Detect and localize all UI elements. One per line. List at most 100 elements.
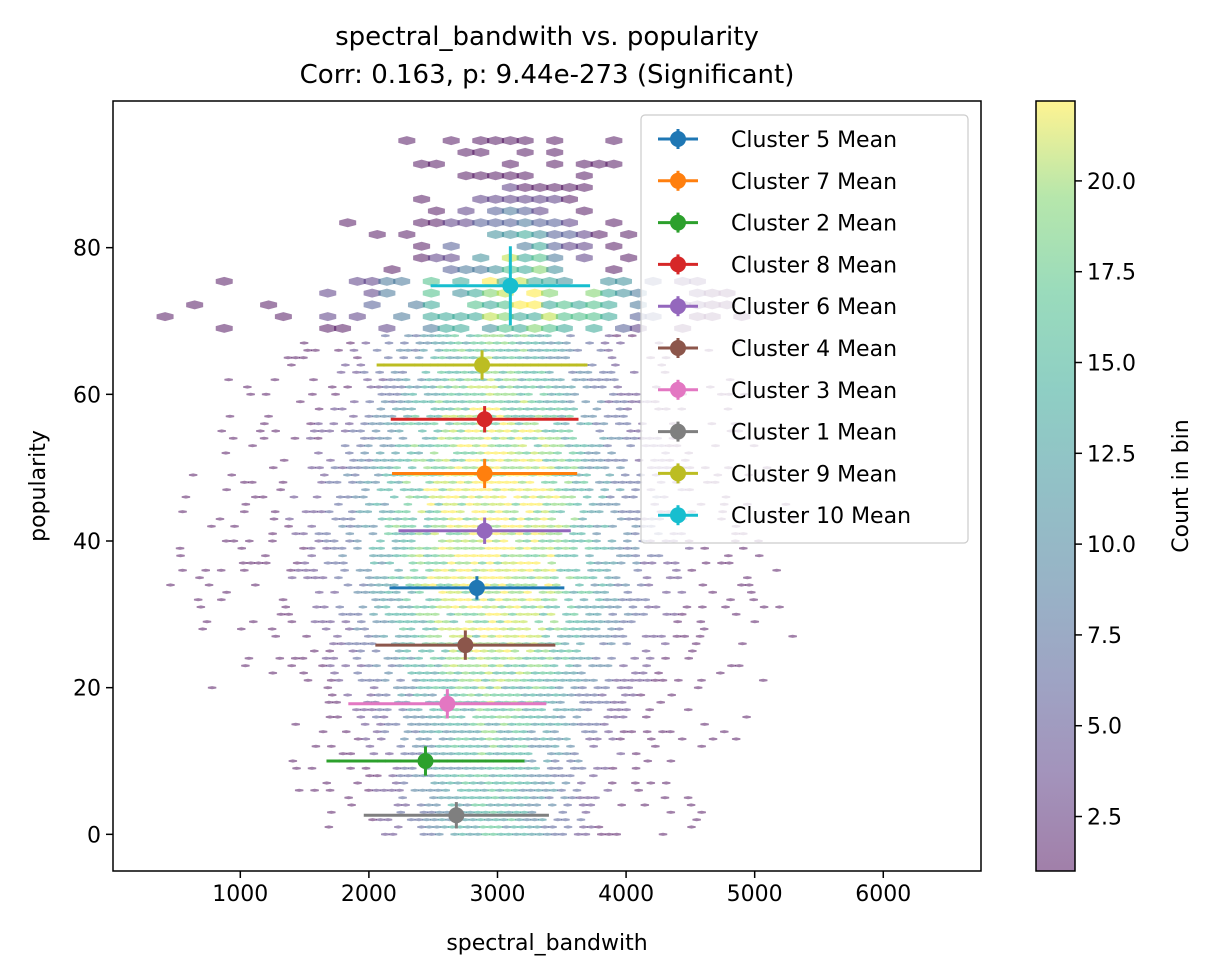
hexbin-cell: [573, 576, 582, 580]
hexbin-cell: [487, 136, 505, 146]
hexbin-cell: [631, 781, 640, 785]
hexbin-cell: [481, 288, 499, 298]
hexbin-cell: [523, 524, 533, 528]
hexbin-cell: [376, 722, 385, 726]
hexbin-cell: [426, 576, 436, 580]
hexbin-cell: [422, 546, 432, 550]
hexbin-cell: [394, 825, 403, 829]
hexbin-cell: [633, 480, 643, 484]
hexbin-cell: [394, 649, 404, 653]
hexbin-cell: [249, 620, 258, 624]
hexbin-cell: [443, 605, 453, 609]
hexbin-cell: [469, 407, 478, 411]
hexbin-cell: [554, 554, 563, 558]
hexbin-cell: [383, 818, 393, 822]
hexbin-cell: [307, 554, 316, 558]
hexbin-cell: [495, 715, 504, 719]
hexbin-cell: [572, 788, 582, 792]
hexbin-cell: [359, 708, 369, 712]
hexbin-cell: [568, 436, 577, 440]
hexbin-cell: [467, 708, 477, 712]
hexbin-cell: [453, 722, 462, 726]
hexbin-cell: [398, 436, 408, 440]
hexbin-cell: [531, 183, 549, 193]
hexbin-cell: [631, 532, 640, 536]
hexbin-cell: [495, 458, 505, 462]
hexbin-cell: [607, 539, 617, 543]
hexbin-cell: [616, 466, 625, 470]
hexbin-cell: [546, 265, 564, 275]
hexbin-cell: [425, 598, 434, 602]
hexbin-cell: [444, 796, 454, 800]
hexbin-cell: [554, 407, 563, 411]
hexbin-cell: [294, 788, 304, 792]
hexbin-cell: [442, 576, 451, 580]
hexbin-cell: [314, 532, 324, 536]
hexbin-cell: [580, 444, 589, 448]
hexbin-cell: [383, 708, 392, 712]
hexbin-cell: [369, 466, 378, 470]
hexbin-cell: [613, 605, 622, 609]
hexbin-cell: [366, 385, 376, 389]
hexbin-cell: [334, 576, 343, 580]
hexbin-cell: [534, 620, 544, 624]
hexbin-cell: [603, 715, 612, 719]
hexbin-cell: [662, 612, 671, 616]
hexbin-cell: [631, 524, 641, 528]
hexbin-cell: [487, 229, 505, 239]
x-tick-label: 4000: [598, 882, 654, 907]
hexbin-cell: [515, 781, 524, 785]
hexbin-cell: [353, 737, 363, 741]
hexbin-cell: [516, 241, 534, 251]
hexbin-cell: [576, 642, 585, 646]
hexbin-cell: [611, 620, 621, 624]
hexbin-cell: [561, 722, 570, 726]
hexbin-cell: [603, 664, 613, 668]
hexbin-cell: [476, 818, 485, 822]
hexbin-cell: [393, 392, 402, 396]
hexbin-cell: [497, 693, 507, 697]
hexbin-cell: [510, 429, 520, 433]
hexbin-cell: [438, 781, 447, 785]
hexbin-cell: [515, 488, 525, 492]
hexbin-cell: [386, 480, 396, 484]
hexbin-cell: [442, 744, 452, 748]
hexbin-cell: [550, 678, 560, 682]
hexbin-cell: [550, 400, 560, 404]
hexbin-cell: [592, 546, 601, 550]
hexbin-cell: [204, 583, 214, 587]
hexbin-cell: [365, 774, 374, 778]
hexbin-cell: [472, 147, 490, 157]
colorbar-tick-label: 20.0: [1087, 170, 1136, 195]
hexbin-cell: [404, 334, 413, 338]
hexbin-cell: [546, 554, 556, 558]
hexbin-cell: [366, 693, 376, 697]
hexbin-cell: [323, 561, 333, 565]
hexbin-cell: [560, 642, 570, 646]
hexbin-cell: [269, 466, 278, 470]
hexbin-cell: [427, 218, 445, 228]
hexbin-cell: [495, 664, 505, 668]
hexbin-cell: [468, 627, 477, 631]
hexbin-cell: [487, 598, 496, 602]
hexbin-cell: [612, 400, 621, 404]
hexbin-cell: [437, 818, 447, 822]
hexbin-cell: [518, 634, 527, 638]
hexbin-cell: [445, 627, 454, 631]
hexbin-cell: [398, 370, 408, 374]
hexbin-cell: [609, 392, 618, 396]
hexbin-cell: [575, 206, 593, 216]
hexbin-cell: [460, 422, 470, 426]
hexbin-cell: [500, 466, 509, 470]
hexbin-cell: [677, 590, 687, 594]
hexbin-cell: [434, 414, 443, 418]
hexbin-cell: [418, 788, 427, 792]
hexbin-cell: [420, 583, 430, 587]
hexbin-cell: [632, 561, 641, 565]
hexbin-cell: [532, 561, 541, 565]
hexbin-cell: [494, 480, 504, 484]
hexbin-cell: [437, 436, 446, 440]
hexbin-cell: [156, 312, 174, 322]
hexbin-cell: [510, 480, 519, 484]
hexbin-cell: [570, 686, 579, 690]
